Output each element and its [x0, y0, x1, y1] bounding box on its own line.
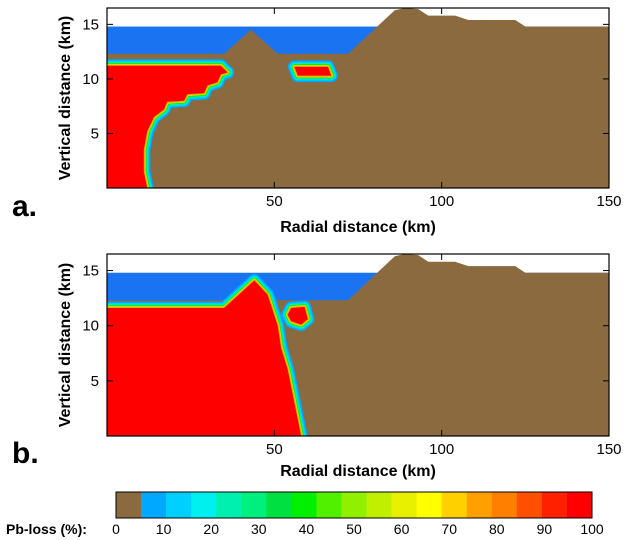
y-tick-label: 15: [82, 16, 99, 33]
x-tick-label: 150: [596, 193, 621, 210]
colorbar-tick-label: 60: [394, 521, 410, 537]
colorbar-swatch: [241, 492, 267, 518]
colorbar-tick-label: 0: [112, 521, 120, 537]
colorbar-swatch: [266, 492, 292, 518]
panel-label: a.: [12, 190, 37, 223]
anomaly-2-band-7: [287, 306, 308, 325]
x-tick-label: 100: [429, 193, 454, 210]
colorbar-tick-label: 90: [537, 521, 553, 537]
anomaly-1-band-7: [107, 65, 228, 188]
anomaly-2-band-7: [294, 66, 332, 76]
y-tick-label: 5: [91, 373, 99, 390]
colorbar-swatch: [166, 492, 192, 518]
colorbar-swatch: [441, 492, 468, 518]
colorbar-swatch: [391, 492, 417, 518]
rock-topography: [107, 8, 609, 188]
colorbar-swatch: [566, 492, 593, 518]
colorbar-swatch: [341, 492, 367, 518]
colorbar-tick-label: 40: [299, 521, 315, 537]
colorbar-swatch: [316, 492, 342, 518]
y-tick-label: 5: [91, 125, 99, 142]
x-tick-label: 150: [596, 441, 621, 458]
y-axis-label: Vertical distance (km): [57, 16, 74, 181]
x-tick-label: 50: [266, 193, 283, 210]
colorbar-swatch: [516, 492, 543, 518]
x-axis-label: Radial distance (km): [280, 219, 436, 236]
anomaly-1-band-7: [107, 280, 302, 436]
colorbar-title: Pb-loss (%):: [6, 521, 87, 537]
y-axis-label: Vertical distance (km): [57, 263, 74, 428]
colorbar-swatch: [216, 492, 242, 518]
colorbar-swatch: [466, 492, 493, 518]
colorbar-tick-label: 70: [441, 521, 457, 537]
colorbar-swatch: [191, 492, 217, 518]
colorbar-tick-label: 50: [346, 521, 362, 537]
colorbar-tick-label: 80: [489, 521, 505, 537]
x-tick-label: 100: [429, 441, 454, 458]
colorbar-tick-label: 10: [156, 521, 172, 537]
colorbar-swatch: [291, 492, 317, 518]
y-tick-label: 10: [82, 318, 99, 335]
colorbar-swatch: [491, 492, 518, 518]
colorbar-frame: [115, 491, 593, 519]
x-axis-label: Radial distance (km): [280, 463, 436, 480]
panel-label: b.: [12, 437, 39, 470]
plot-frame: [106, 253, 610, 437]
colorbar-swatch: [141, 492, 167, 518]
colorbar-swatch: [116, 492, 142, 518]
colorbar-tick-label: 30: [251, 521, 267, 537]
panel-b: 50 100 150 5 10 15 Radial distance (km) Vertica…: [12, 253, 622, 480]
plot-frame: [106, 7, 610, 189]
y-tick-label: 15: [82, 263, 99, 280]
x-tick-label: 50: [266, 441, 283, 458]
colorbar-tick-label: 100: [580, 521, 604, 537]
colorbar-swatch: [366, 492, 392, 518]
plot-area: [107, 254, 609, 436]
panel-a: 50 100 150 5 10 15 Radial distance (km) Vertica…: [12, 7, 622, 236]
colorbar-swatch: [416, 492, 442, 518]
colorbar-tick-label: 20: [203, 521, 219, 537]
colorbar: 0 10 20 30 40 50 60 70 80 90 100 Pb-loss (%):: [6, 491, 604, 537]
y-tick-label: 10: [82, 71, 99, 88]
colorbar-swatch: [541, 492, 568, 518]
plot-area: [107, 8, 609, 188]
